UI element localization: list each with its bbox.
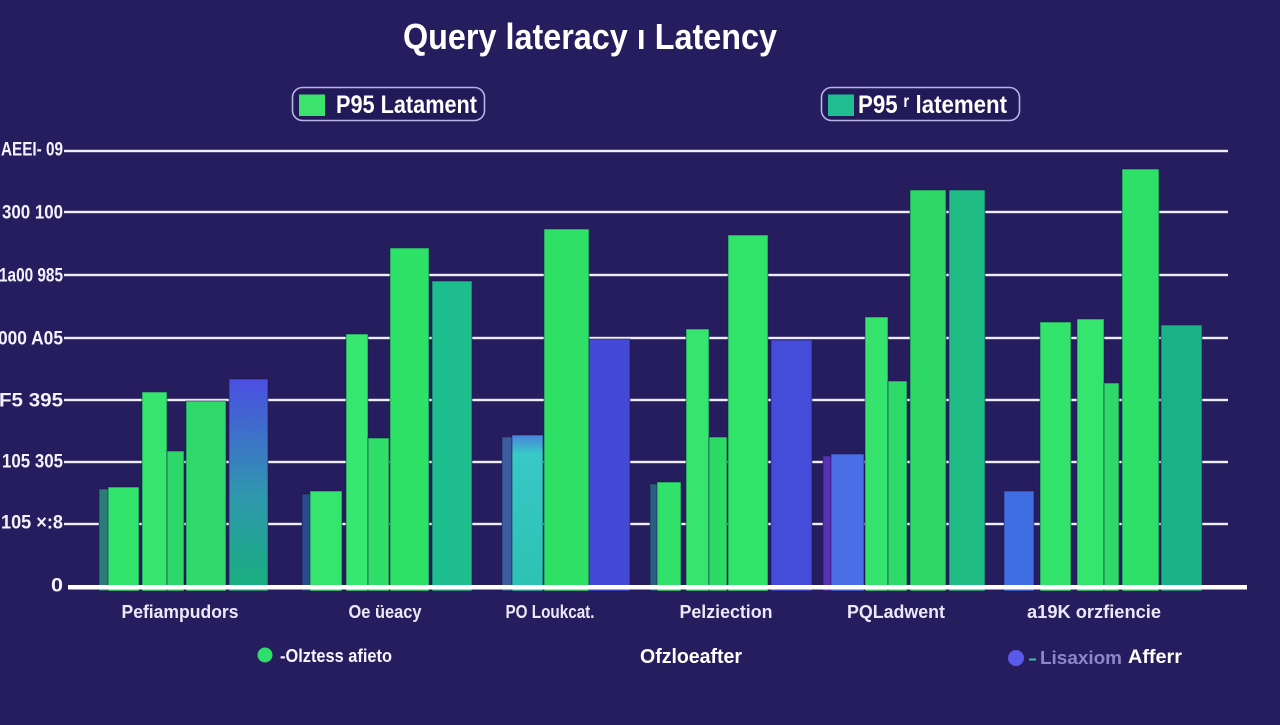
- svg-text:1a00 985: 1a00 985: [0, 266, 63, 287]
- svg-text:105 ×:8: 105 ×:8: [1, 513, 63, 534]
- svg-text:PO Loukcat.: PO Loukcat.: [506, 602, 595, 622]
- svg-text:AEEI- 09: AEEI- 09: [1, 140, 63, 161]
- svg-text:Pelziection: Pelziection: [680, 602, 773, 622]
- svg-text:a19K orzfiencie: a19K orzfiencie: [1027, 602, 1161, 622]
- svg-text:0: 0: [51, 576, 63, 597]
- svg-text:F5 395: F5 395: [0, 391, 63, 412]
- svg-text:-Olztess afieto: -Olztess afieto: [280, 646, 392, 666]
- svg-text:Ofzloeafter: Ofzloeafter: [640, 646, 742, 668]
- svg-text:000 A05: 000 A05: [0, 329, 63, 350]
- svg-text:Lisaxiom: Lisaxiom: [1040, 648, 1122, 668]
- svg-text:-: -: [1028, 649, 1037, 668]
- svg-text:PQLadwent: PQLadwent: [847, 602, 945, 622]
- svg-text:Pefiampudors: Pefiampudors: [122, 602, 239, 622]
- svg-text:Query lateracy ı Latency: Query lateracy ı Latency: [403, 16, 777, 57]
- svg-text:105 305: 105 305: [2, 452, 63, 473]
- svg-text:P95 Latament: P95 Latament: [336, 91, 478, 119]
- svg-text:Oe üeacy: Oe üeacy: [349, 602, 422, 622]
- svg-text:P95 ʳ latement: P95 ʳ latement: [858, 91, 1008, 119]
- svg-text:300 100: 300 100: [2, 203, 63, 224]
- svg-text:Afferr: Afferr: [1128, 647, 1183, 668]
